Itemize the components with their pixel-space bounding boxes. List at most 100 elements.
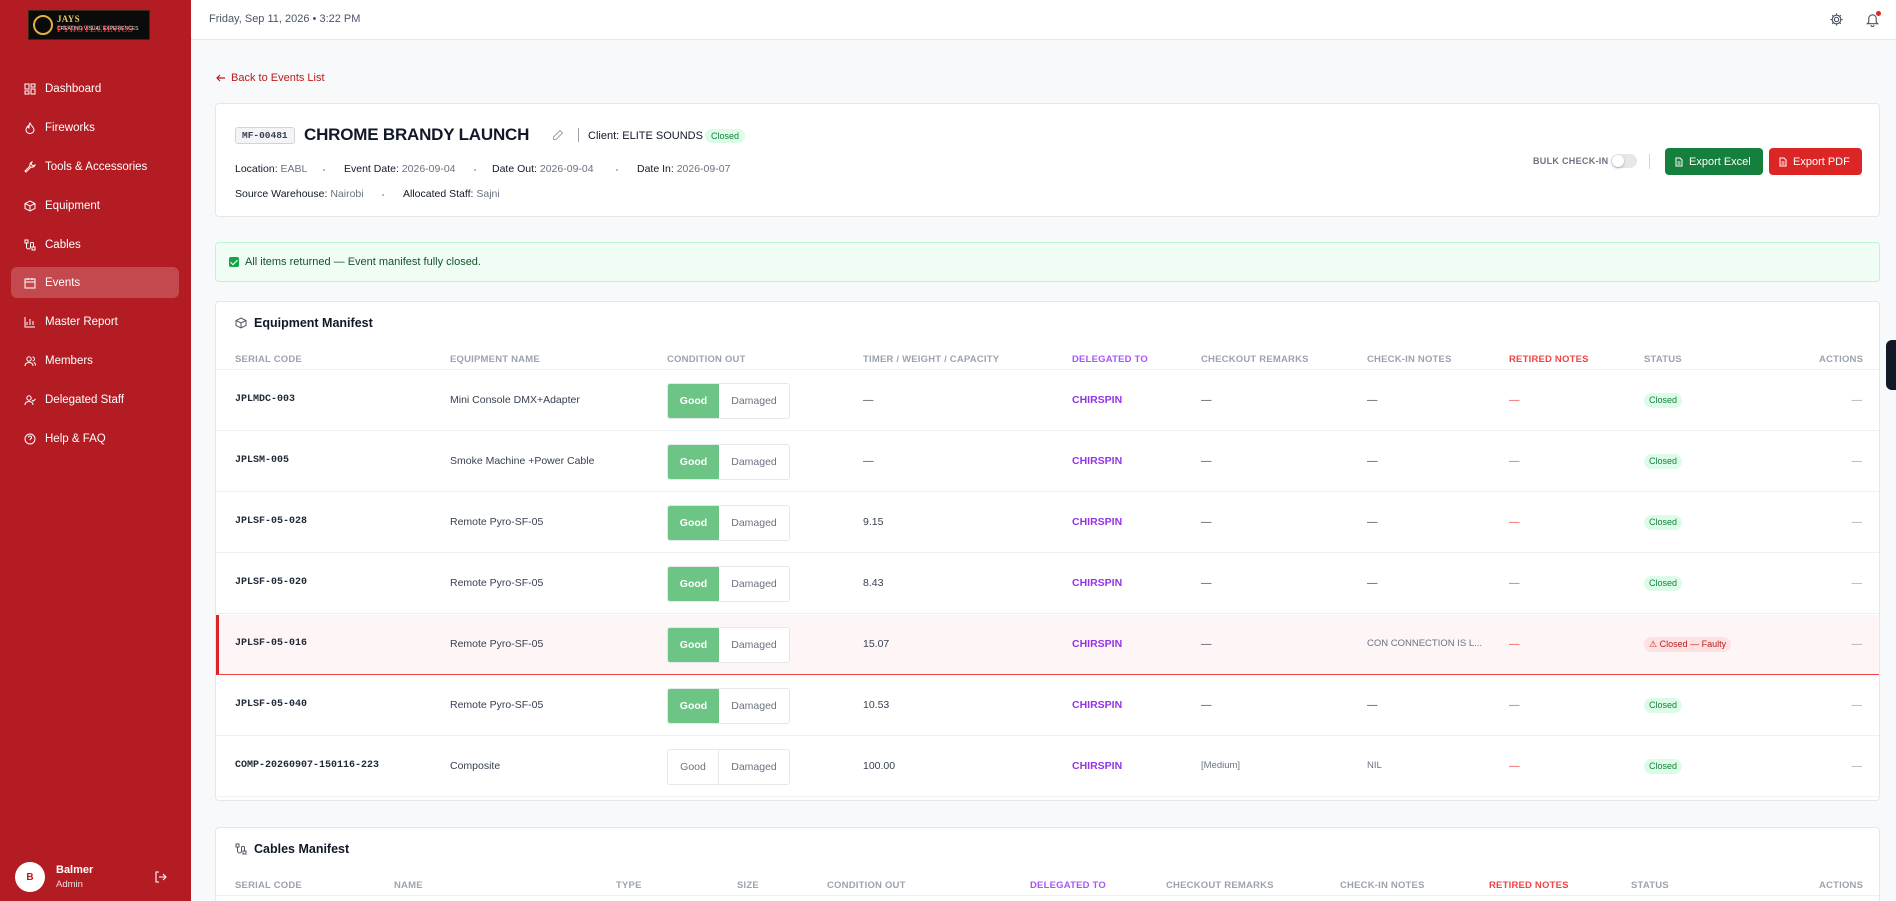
sidebar-item-members[interactable]: Members bbox=[11, 345, 179, 376]
side-drawer-handle[interactable] bbox=[1886, 340, 1896, 390]
equipment-name: Remote Pyro-SF-05 bbox=[450, 577, 544, 589]
column-header[interactable]: CONDITION OUT bbox=[827, 880, 906, 891]
gear-icon[interactable] bbox=[1829, 12, 1844, 27]
brand-logo[interactable]: JAYS PYROTECHNICS CREATING VISUAL EXPERI… bbox=[28, 10, 150, 40]
dashboard-icon bbox=[24, 83, 36, 94]
condition-damaged-option[interactable]: Damaged bbox=[719, 445, 789, 479]
condition-good-option[interactable]: Good bbox=[668, 628, 719, 662]
column-header[interactable]: ACTIONS bbox=[1819, 354, 1864, 365]
table-row[interactable]: JPLSM-005 Smoke Machine +Power Cable Good D… bbox=[216, 432, 1879, 492]
serial-code[interactable]: JPLSM-005 bbox=[235, 455, 290, 466]
status-badge: Closed bbox=[1644, 698, 1683, 713]
export-pdf-button[interactable]: Export PDF bbox=[1769, 148, 1862, 175]
status-badge: Closed bbox=[1644, 515, 1683, 530]
sidebar-item-fireworks[interactable]: Fireworks bbox=[11, 112, 179, 143]
column-header[interactable]: CHECK-IN NOTES bbox=[1367, 354, 1452, 365]
column-header[interactable]: SIZE bbox=[737, 880, 759, 891]
sidebar: JAYS PYROTECHNICS CREATING VISUAL EXPERI… bbox=[0, 0, 191, 901]
row-actions[interactable]: — bbox=[1851, 455, 1863, 467]
checkin-notes: NIL bbox=[1367, 760, 1382, 771]
column-header[interactable]: STATUS bbox=[1644, 354, 1682, 365]
serial-code[interactable]: JPLMDC-003 bbox=[235, 394, 296, 405]
event-date-out: Date Out: 2026-09-04 bbox=[492, 163, 594, 175]
column-header[interactable]: RETIRED NOTES bbox=[1509, 354, 1589, 365]
serial-code[interactable]: JPLSF-05-040 bbox=[235, 699, 308, 710]
column-header[interactable]: SERIAL CODE bbox=[235, 880, 302, 891]
back-to-events-link[interactable]: Back to Events List bbox=[216, 72, 325, 84]
equipment-name: Composite bbox=[450, 760, 501, 772]
sidebar-item-label: Help & FAQ bbox=[45, 432, 106, 445]
table-row[interactable]: COMP-20260907-150116-223 Composite Good Dam… bbox=[216, 737, 1879, 797]
table-row[interactable]: JPLSF-05-020 Remote Pyro-SF-05 Good Damaged… bbox=[216, 554, 1879, 614]
column-header[interactable]: CHECK-IN NOTES bbox=[1340, 880, 1425, 891]
column-header[interactable]: RETIRED NOTES bbox=[1489, 880, 1569, 891]
cable-icon bbox=[24, 239, 36, 250]
row-actions[interactable]: — bbox=[1851, 760, 1863, 772]
row-actions[interactable]: — bbox=[1851, 577, 1863, 589]
logo-tagline: CREATING VISUAL EXPERIENCES bbox=[57, 26, 139, 32]
column-header[interactable]: SERIAL CODE bbox=[235, 354, 302, 365]
condition-damaged-option[interactable]: Damaged bbox=[719, 506, 789, 540]
row-actions[interactable]: — bbox=[1851, 394, 1863, 406]
condition-good-option[interactable]: Good bbox=[668, 567, 719, 601]
column-header[interactable]: CONDITION OUT bbox=[667, 354, 746, 365]
closed-banner: All items returned — Event manifest full… bbox=[215, 242, 1880, 282]
condition-good-option[interactable]: Good bbox=[668, 689, 719, 723]
condition-good-option[interactable]: Good bbox=[668, 384, 719, 418]
column-header[interactable]: CHECKOUT REMARKS bbox=[1166, 880, 1274, 891]
column-header[interactable]: CHECKOUT REMARKS bbox=[1201, 354, 1309, 365]
table-row[interactable]: JPLSF-05-028 Remote Pyro-SF-05 Good Damaged… bbox=[216, 493, 1879, 553]
sidebar-item-cables[interactable]: Cables bbox=[11, 229, 179, 260]
column-header[interactable]: DELEGATED TO bbox=[1030, 880, 1106, 891]
row-actions[interactable]: — bbox=[1851, 638, 1863, 650]
table-row[interactable]: JPLSF-05-040 Remote Pyro-SF-05 Good Damaged… bbox=[216, 676, 1879, 736]
edit-icon[interactable] bbox=[552, 129, 564, 141]
condition-good-option[interactable]: Good bbox=[668, 750, 719, 784]
condition-damaged-option[interactable]: Damaged bbox=[719, 689, 789, 723]
sidebar-item-help[interactable]: Help & FAQ bbox=[11, 423, 179, 454]
checkin-notes: — bbox=[1367, 577, 1378, 589]
help-icon bbox=[24, 433, 36, 444]
sidebar-item-delegated-staff[interactable]: Delegated Staff bbox=[11, 384, 179, 415]
avatar[interactable]: B bbox=[15, 862, 45, 892]
column-header[interactable]: ACTIONS bbox=[1819, 880, 1864, 891]
checkin-notes: — bbox=[1367, 699, 1378, 711]
condition-good-option[interactable]: Good bbox=[668, 445, 719, 479]
column-header[interactable]: DELEGATED TO bbox=[1072, 354, 1148, 365]
column-header[interactable]: STATUS bbox=[1631, 880, 1669, 891]
condition-damaged-option[interactable]: Damaged bbox=[719, 567, 789, 601]
serial-code[interactable]: COMP-20260907-150116-223 bbox=[235, 760, 380, 771]
row-actions[interactable]: — bbox=[1851, 516, 1863, 528]
column-header[interactable]: TYPE bbox=[616, 880, 642, 891]
column-header[interactable]: NAME bbox=[394, 880, 423, 891]
sidebar-item-events[interactable]: Events bbox=[11, 267, 179, 298]
row-actions[interactable]: — bbox=[1851, 699, 1863, 711]
table-row[interactable]: JPLMDC-003 Mini Console DMX+Adapter Good Da… bbox=[216, 371, 1879, 431]
condition-good-option[interactable]: Good bbox=[668, 506, 719, 540]
logout-icon[interactable] bbox=[154, 870, 168, 884]
serial-code[interactable]: JPLSF-05-020 bbox=[235, 577, 308, 588]
bulk-checkin-toggle[interactable] bbox=[1611, 154, 1637, 168]
equipment-manifest-title: Equipment Manifest bbox=[235, 316, 373, 330]
sidebar-item-equipment[interactable]: Equipment bbox=[11, 190, 179, 221]
condition-damaged-option[interactable]: Damaged bbox=[719, 628, 789, 662]
serial-code[interactable]: JPLSF-05-028 bbox=[235, 516, 308, 527]
status-badge: ⚠ Closed — Faulty bbox=[1644, 637, 1732, 652]
sidebar-item-tools[interactable]: Tools & Accessories bbox=[11, 151, 179, 182]
column-header[interactable]: TIMER / WEIGHT / CAPACITY bbox=[863, 354, 1000, 365]
checkout-remarks: — bbox=[1201, 638, 1212, 650]
notifications-button[interactable] bbox=[1865, 11, 1881, 28]
delegated-to: CHIRSPIN bbox=[1072, 638, 1123, 650]
table-row[interactable]: JPLSF-05-016 Remote Pyro-SF-05 Good Damaged… bbox=[216, 615, 1879, 675]
sidebar-item-label: Tools & Accessories bbox=[45, 160, 148, 173]
meta-separator bbox=[616, 169, 618, 171]
sidebar-item-master-report[interactable]: Master Report bbox=[11, 306, 179, 337]
serial-code[interactable]: JPLSF-05-016 bbox=[235, 638, 308, 649]
back-link-label: Back to Events List bbox=[231, 72, 325, 84]
column-header[interactable]: EQUIPMENT NAME bbox=[450, 354, 540, 365]
condition-damaged-option[interactable]: Damaged bbox=[719, 750, 789, 784]
sidebar-item-dashboard[interactable]: Dashboard bbox=[11, 73, 179, 104]
current-datetime: Friday, Sep 11, 2026 • 3:22 PM bbox=[209, 13, 361, 25]
condition-damaged-option[interactable]: Damaged bbox=[719, 384, 789, 418]
export-excel-button[interactable]: Export Excel bbox=[1665, 148, 1763, 175]
